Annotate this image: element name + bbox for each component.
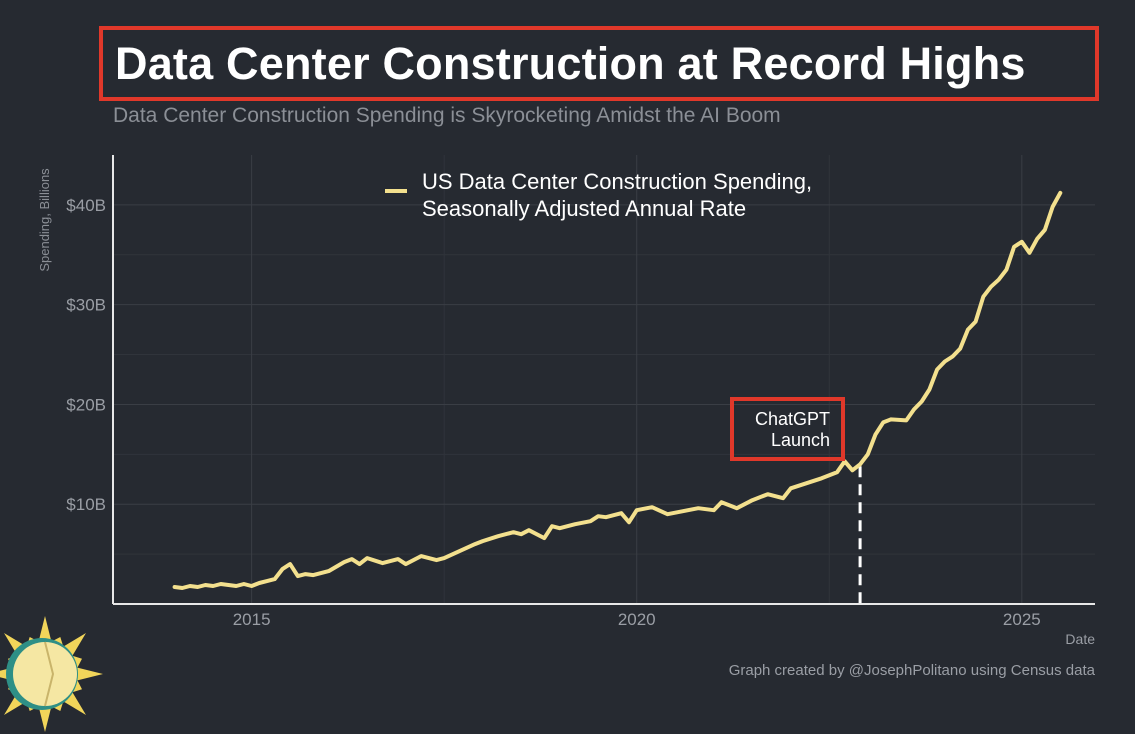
sun-logo-detail-icon bbox=[44, 641, 55, 707]
sun-logo-face-icon bbox=[13, 642, 77, 706]
chart-title: Data Center Construction at Record Highs bbox=[115, 37, 1026, 89]
y-tick-label: $30B bbox=[66, 296, 106, 315]
data-series-line bbox=[172, 190, 1063, 590]
x-tick-label: 2020 bbox=[618, 610, 656, 629]
y-tick-label: $10B bbox=[66, 495, 106, 514]
x-tick-label: 2025 bbox=[1003, 610, 1041, 629]
source-credit: Graph created by @JosephPolitano using C… bbox=[728, 662, 1095, 679]
annotation-box bbox=[730, 397, 845, 461]
x-axis-title: Date bbox=[1065, 631, 1095, 647]
chart-subtitle: Data Center Construction Spending is Sky… bbox=[113, 104, 781, 127]
annotation-label: ChatGPT bbox=[755, 409, 830, 429]
legend-label: US Data Center Construction Spending, bbox=[422, 169, 812, 194]
y-tick-label: $40B bbox=[66, 196, 106, 215]
title-box: Data Center Construction at Record Highs bbox=[99, 26, 1099, 101]
annotation-label: Launch bbox=[771, 430, 830, 450]
legend-label: Seasonally Adjusted Annual Rate bbox=[422, 196, 746, 221]
y-axis-title: Spending, Billions bbox=[37, 168, 52, 272]
x-tick-label: 2015 bbox=[233, 610, 271, 629]
y-tick-label: $20B bbox=[66, 395, 106, 414]
